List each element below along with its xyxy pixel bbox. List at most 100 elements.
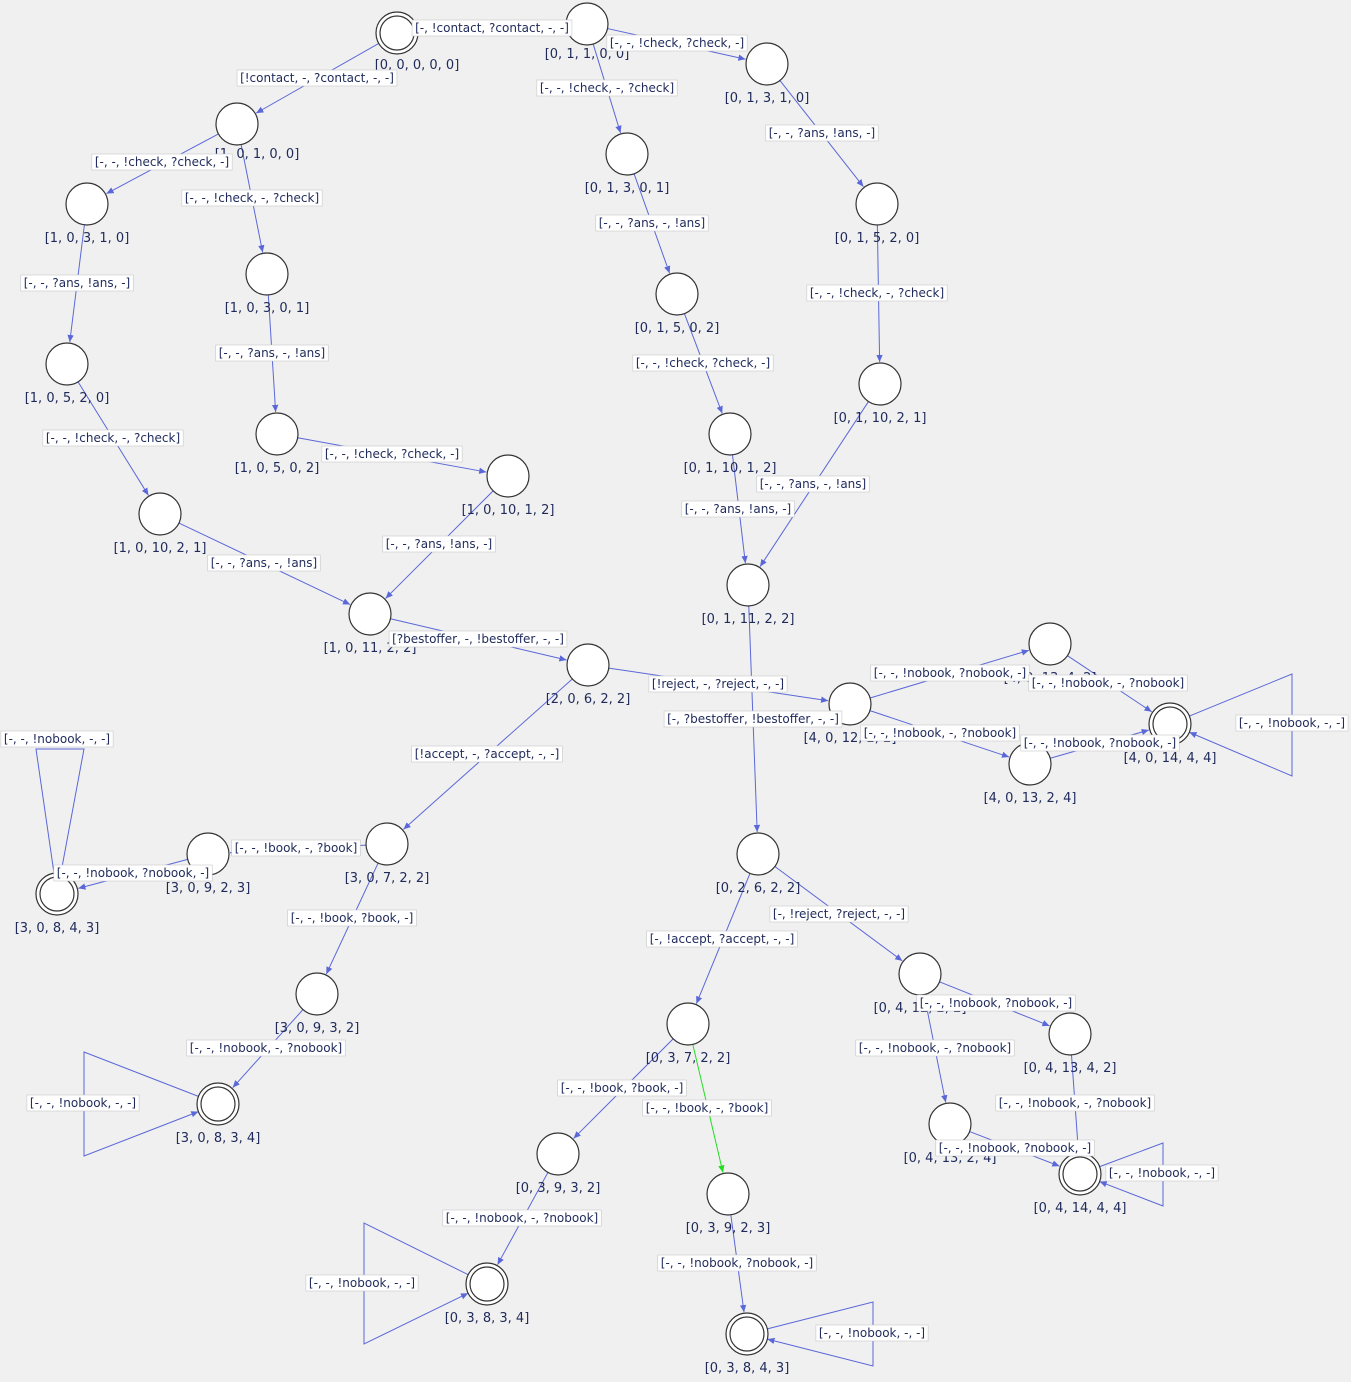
- state-circle[interactable]: [1058, 1152, 1102, 1196]
- transition-edge[interactable]: [35, 748, 85, 874]
- edge-label-background: [207, 554, 321, 572]
- edge-label: [-, -, !nobook, ?nobook, -]: [53, 864, 213, 882]
- edge-label-background: [855, 1039, 1015, 1057]
- state-node[interactable]: [0, 3, 9, 3, 2]: [516, 1132, 601, 1196]
- final-state-node[interactable]: [0, 4, 14, 4, 4]: [1034, 1152, 1127, 1216]
- state-node[interactable]: [0, 1, 10, 1, 2]: [684, 412, 777, 476]
- edge-label-background: [20, 274, 134, 292]
- state-circle[interactable]: [855, 182, 899, 226]
- edge-label-background: [236, 69, 398, 87]
- state-circle[interactable]: [536, 1132, 580, 1176]
- final-state-node[interactable]: [0, 0, 0, 0, 0]: [375, 11, 460, 73]
- edge-label-text: [-, -, ?ans, -, !ans]: [211, 556, 317, 570]
- state-circle[interactable]: [1028, 622, 1072, 666]
- state-circle[interactable]: [708, 412, 752, 456]
- final-state-node[interactable]: [0, 3, 8, 3, 4]: [445, 1262, 530, 1326]
- state-node[interactable]: [3, 0, 9, 3, 2]: [275, 972, 360, 1036]
- edge-label-text: [-, -, !nobook, -, -]: [309, 1276, 415, 1290]
- final-state-node[interactable]: [0, 3, 8, 4, 3]: [705, 1312, 790, 1376]
- state-circle[interactable]: [245, 252, 289, 296]
- state-circle[interactable]: [215, 102, 259, 146]
- state-node[interactable]: [0, 2, 6, 2, 2]: [716, 832, 801, 896]
- state-circle[interactable]: [655, 272, 699, 316]
- state-circle[interactable]: [45, 342, 89, 386]
- state-circle[interactable]: [465, 1262, 509, 1306]
- edge-label: [-, -, !check, -, ?check]: [181, 189, 323, 207]
- state-circle[interactable]: [706, 1172, 750, 1216]
- edge-label-text: [-, -, !nobook, ?nobook, -]: [1024, 736, 1176, 750]
- state-circle[interactable]: [255, 412, 299, 456]
- edge-label-text: [-, -, !book, -, ?book]: [646, 1101, 769, 1115]
- state-node[interactable]: [1, 0, 5, 0, 2]: [235, 412, 320, 476]
- state-circle[interactable]: [348, 592, 392, 636]
- final-state-node[interactable]: [3, 0, 8, 4, 3]: [15, 872, 100, 936]
- state-circle[interactable]: [65, 182, 109, 226]
- state-node[interactable]: [0, 1, 11, 2, 2]: [702, 563, 795, 627]
- state-node[interactable]: [1, 0, 3, 0, 1]: [225, 252, 310, 316]
- state-node[interactable]: [0, 4, 13, 4, 2]: [1024, 1012, 1117, 1076]
- edge-label-background: [321, 445, 463, 463]
- state-node[interactable]: [1, 0, 10, 1, 2]: [462, 454, 555, 518]
- edge-label-background: [411, 745, 563, 763]
- state-node[interactable]: [1, 0, 10, 2, 1]: [114, 492, 207, 556]
- edge-label-text: [-, ?bestoffer, !bestoffer, -, -]: [667, 712, 839, 726]
- edge-label-text: [!contact, -, ?contact, -, -]: [240, 71, 394, 85]
- edge-label-text: [!reject, -, ?reject, -, -]: [652, 677, 784, 691]
- state-node[interactable]: [0, 1, 3, 1, 0]: [725, 42, 810, 106]
- final-state-node[interactable]: [4, 0, 14, 4, 4]: [1124, 702, 1217, 766]
- state-circle[interactable]: [666, 1002, 710, 1046]
- state-label: [0, 1, 3, 1, 0]: [725, 91, 810, 106]
- edge-label: [-, -, !nobook, -, ?nobook]: [442, 1209, 602, 1227]
- state-node[interactable]: [0, 1, 3, 0, 1]: [585, 132, 670, 196]
- edge-label-background: [595, 214, 709, 232]
- state-circle[interactable]: [138, 492, 182, 536]
- state-node[interactable]: [1, 0, 1, 0, 0]: [215, 102, 300, 162]
- state-label: [0, 3, 8, 3, 4]: [445, 1311, 530, 1326]
- state-node[interactable]: [0, 3, 9, 2, 3]: [686, 1172, 771, 1236]
- state-node[interactable]: [0, 3, 7, 2, 2]: [646, 1002, 731, 1066]
- state-circle[interactable]: [898, 952, 942, 996]
- edge-label-background: [536, 79, 678, 97]
- edge-label-text: [-, -, !nobook, ?nobook, -]: [939, 1141, 1091, 1155]
- state-circle[interactable]: [736, 832, 780, 876]
- edge-label-background: [995, 1094, 1155, 1112]
- state-node[interactable]: [2, 0, 6, 2, 2]: [546, 643, 631, 707]
- state-circle[interactable]: [928, 1102, 972, 1146]
- state-label: [0, 4, 13, 4, 2]: [1024, 1061, 1117, 1076]
- state-label: [0, 3, 7, 2, 2]: [646, 1051, 731, 1066]
- state-node[interactable]: [3, 0, 9, 2, 3]: [166, 832, 251, 896]
- edge-label: [-, -, !nobook, -, ?nobook]: [995, 1094, 1155, 1112]
- edge-label-background: [681, 500, 795, 518]
- state-circle[interactable]: [1048, 1012, 1092, 1056]
- state-label: [3, 0, 7, 2, 2]: [345, 871, 430, 886]
- state-node[interactable]: [0, 1, 5, 2, 0]: [835, 182, 920, 246]
- edge-label-text: [-, -, !check, -, ?check]: [540, 81, 674, 95]
- state-circle[interactable]: [295, 972, 339, 1016]
- state-node[interactable]: [0, 4, 13, 2, 4]: [904, 1102, 997, 1166]
- state-node[interactable]: [0, 1, 10, 2, 1]: [834, 362, 927, 426]
- edge-label-text: [-, -, !nobook, -, ?nobook]: [1032, 676, 1184, 690]
- state-node[interactable]: [0, 1, 5, 0, 2]: [635, 272, 720, 336]
- edge-label: [-, -, !nobook, -, ?nobook]: [855, 1039, 1015, 1057]
- state-circle[interactable]: [565, 2, 609, 46]
- state-circle[interactable]: [486, 454, 530, 498]
- state-circle[interactable]: [745, 42, 789, 86]
- edge-label-background: [1028, 674, 1188, 692]
- state-circle[interactable]: [375, 11, 419, 55]
- state-circle[interactable]: [858, 362, 902, 406]
- state-circle[interactable]: [365, 822, 409, 866]
- state-node[interactable]: [1, 0, 5, 2, 0]: [25, 342, 110, 406]
- state-circle[interactable]: [566, 643, 610, 687]
- state-node[interactable]: [4, 0, 13, 2, 4]: [984, 742, 1077, 806]
- state-node[interactable]: [1, 0, 3, 1, 0]: [45, 182, 130, 246]
- state-circle[interactable]: [726, 563, 770, 607]
- edge-label: [-, -, !nobook, -, -]: [1235, 714, 1349, 732]
- state-circle[interactable]: [196, 1082, 240, 1126]
- final-state-node[interactable]: [3, 0, 8, 3, 4]: [176, 1082, 261, 1146]
- state-circle[interactable]: [725, 1312, 769, 1356]
- edge-label-text: [-, -, !nobook, -, ?nobook]: [999, 1096, 1151, 1110]
- state-circle[interactable]: [605, 132, 649, 176]
- edge-label-text: [-, -, !book, ?book, -]: [561, 1081, 684, 1095]
- state-node[interactable]: [3, 0, 7, 2, 2]: [345, 822, 430, 886]
